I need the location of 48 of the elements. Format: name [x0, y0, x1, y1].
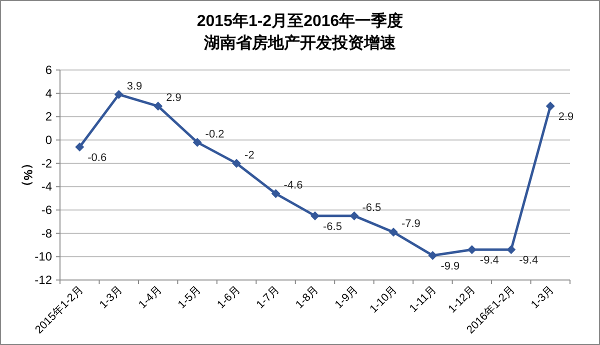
point	[350, 211, 359, 220]
data-label: 3.9	[126, 80, 142, 92]
x-tick-label: 1-5月	[176, 284, 204, 312]
chart-title: 2015年1-2月至2016年一季度	[196, 11, 404, 30]
point	[154, 102, 163, 111]
x-tick-label: 1-11月	[408, 284, 439, 315]
x-tick-label: 1-4月	[136, 284, 164, 312]
x-tick-label: 1-9月	[332, 284, 360, 312]
point	[546, 102, 555, 111]
y-tick-label: -4	[41, 180, 52, 194]
x-tick-label: 1-7月	[254, 284, 282, 312]
data-label: -6.5	[362, 202, 382, 214]
chart-subtitle: 湖南省房地产开发投资增速	[203, 33, 397, 52]
data-label: -2	[244, 149, 254, 162]
data-label: 2.9	[558, 111, 574, 124]
point	[75, 142, 84, 152]
point	[271, 189, 280, 198]
y-tick-label: -6	[41, 203, 52, 217]
point	[388, 228, 398, 237]
y-tick-label: -2	[41, 156, 52, 170]
data-label: 2.9	[166, 92, 182, 104]
y-tick-label: -10	[34, 250, 52, 264]
data-label: -9.9	[440, 260, 460, 272]
point	[506, 245, 516, 254]
y-tick-label: 6	[45, 63, 52, 77]
data-label: -0.2	[205, 128, 224, 140]
data-label: -7.9	[401, 218, 420, 230]
data-label: -6.5	[323, 220, 342, 233]
y-tick-label: 4	[45, 86, 52, 100]
data-label: -4.6	[284, 180, 303, 192]
data-label: -9.4	[480, 254, 499, 267]
x-tick-label: 1-3月	[528, 284, 557, 312]
point	[232, 158, 242, 168]
x-tick-label: 1-8月	[294, 284, 322, 312]
x-tick-label: 1-6月	[215, 284, 243, 312]
data-label: -9.4	[519, 254, 538, 267]
point	[310, 211, 320, 220]
data-label: -0.6	[88, 152, 107, 164]
point	[428, 251, 438, 260]
y-tick-label: 2	[45, 110, 52, 124]
x-tick-label: 1-3月	[97, 284, 125, 312]
point	[192, 138, 202, 147]
y-tick-label: -12	[34, 273, 52, 287]
point	[114, 90, 124, 99]
y-tick-label: 0	[45, 133, 52, 147]
y-tick-label: -8	[41, 226, 52, 240]
y-axis-title: （%）	[21, 158, 35, 192]
point	[467, 245, 476, 254]
